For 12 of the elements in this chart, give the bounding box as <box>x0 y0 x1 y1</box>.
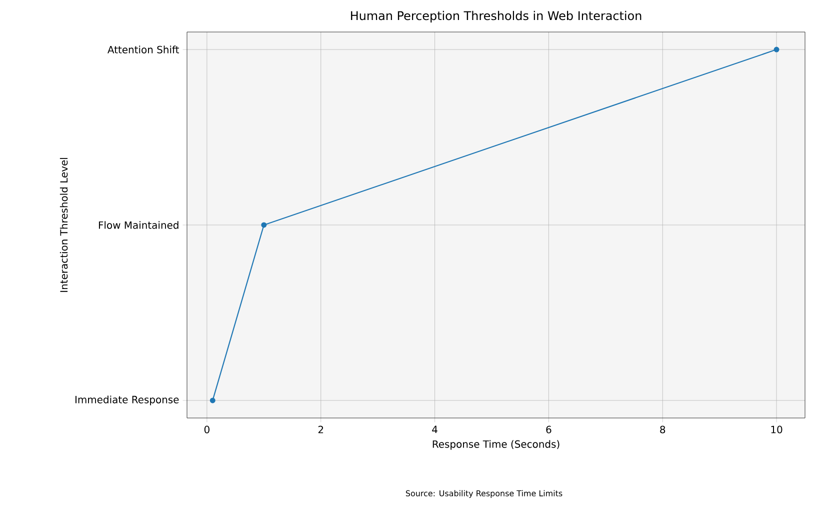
y-tick-label: Immediate Response <box>75 396 179 406</box>
x-axis-title: Response Time (Seconds) <box>432 440 560 450</box>
y-tick-label: Flow Maintained <box>98 221 178 229</box>
y-tick-label: Attention Shift <box>108 46 180 54</box>
x-tick-label: 10 <box>771 426 782 434</box>
x-tick-label: 2 <box>318 426 324 434</box>
y-axis-title: Interaction Threshold Level <box>60 158 68 292</box>
x-tick-label: 6 <box>546 426 552 434</box>
x-tick-label: 8 <box>660 426 666 434</box>
chart-title: Human Perception Thresholds in Web Interaction <box>351 10 642 22</box>
x-tick-label: 4 <box>432 426 438 434</box>
x-tick-label: 0 <box>204 426 210 434</box>
